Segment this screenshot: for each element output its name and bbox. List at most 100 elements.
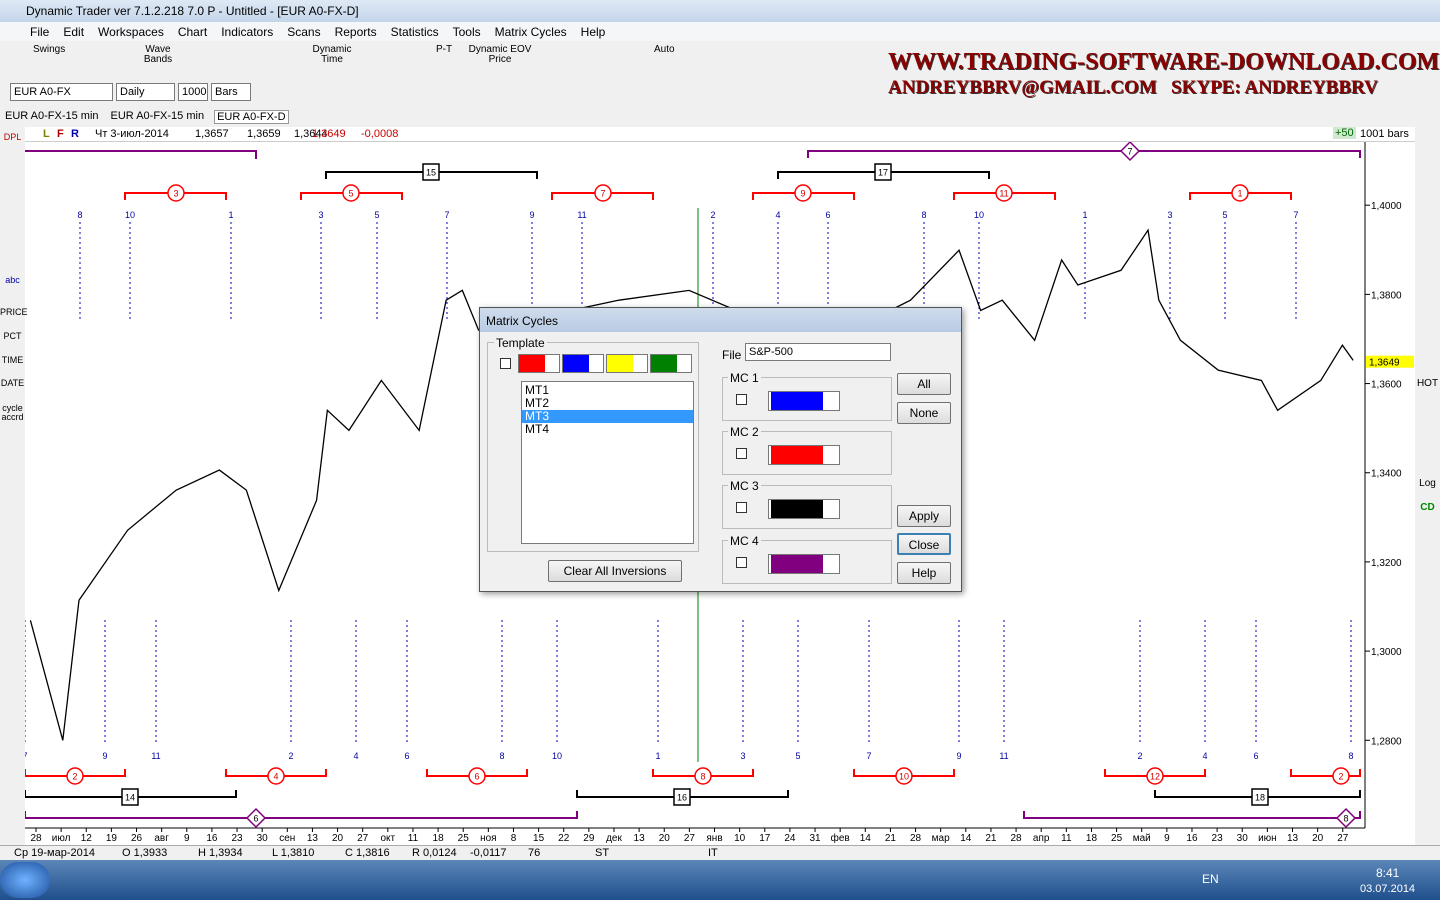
flag[interactable]: F — [57, 128, 64, 140]
mc-color[interactable] — [768, 499, 840, 519]
menu-item[interactable]: File — [30, 25, 50, 39]
tool[interactable]: PRICE — [0, 307, 28, 317]
x-tick-label: 9 — [184, 833, 190, 844]
color-combo[interactable] — [518, 354, 560, 373]
menu-item[interactable]: Indicators — [221, 25, 274, 39]
dialog-button[interactable]: Help — [897, 562, 951, 584]
mc-check[interactable] — [736, 557, 747, 568]
x-tick-label: 24 — [784, 833, 796, 844]
x-tick-label: 21 — [885, 833, 897, 844]
tool-label[interactable]: Dynamic Time — [312, 44, 352, 65]
dialog-button[interactable]: All — [897, 373, 951, 395]
menu-item[interactable]: Tools — [452, 25, 481, 39]
template-item[interactable]: MT3 — [522, 410, 693, 423]
cycle-count: 4 — [775, 210, 780, 220]
template-item[interactable]: MT4 — [525, 422, 549, 436]
mc-check[interactable] — [736, 502, 747, 513]
file-combo[interactable]: S&P-500 — [745, 343, 891, 361]
color-combo[interactable] — [562, 354, 604, 373]
chart-tab[interactable]: EUR A0-FX-15 min — [5, 110, 99, 122]
symbol-combo[interactable]: EUR A0-FX — [10, 83, 113, 101]
chart-tab[interactable]: EUR A0-FX-D — [214, 110, 289, 124]
menu-item[interactable]: Edit — [63, 25, 85, 39]
template-list: MT1 MT2 MT3 MT4 — [521, 381, 694, 544]
cycle-count: 8 — [921, 210, 926, 220]
template-item[interactable]: MT1 — [525, 383, 549, 397]
color-combo[interactable] — [606, 354, 648, 373]
x-tick-label: 14 — [860, 833, 872, 844]
bar-unit[interactable]: Bars — [211, 83, 251, 101]
clear-inversions-button[interactable]: Clear All Inversions — [548, 560, 682, 582]
mc-color[interactable] — [768, 391, 840, 411]
matrix-cycles-dialog: Matrix Cycles Template MT1 MT2 MT3 MT4 File… — [479, 307, 962, 592]
start-button[interactable] — [0, 862, 50, 898]
flag[interactable]: L — [43, 128, 50, 140]
mc-check[interactable] — [736, 394, 747, 405]
tool[interactable]: cycle accrd — [1, 403, 24, 422]
mc-group — [722, 540, 892, 584]
template-check[interactable] — [500, 358, 511, 369]
menu-item[interactable]: Matrix Cycles — [494, 25, 567, 39]
dialog-button[interactable]: Apply — [897, 505, 951, 527]
cycle-label: 7 — [1127, 147, 1132, 157]
mc-label: MC 4 — [728, 534, 761, 548]
x-tick-label: 9 — [1164, 833, 1170, 844]
language[interactable]: EN — [1202, 872, 1219, 886]
tool-label[interactable]: Swings — [33, 44, 66, 55]
dialog-button[interactable]: None — [897, 402, 951, 424]
template-item[interactable]: MT2 — [525, 396, 549, 410]
x-tick-label: апр — [1033, 833, 1050, 844]
tool[interactable]: TIME — [1, 355, 24, 365]
flag[interactable]: R — [71, 128, 79, 140]
y-tick-label: 1,2800 — [1371, 736, 1402, 747]
menu-item[interactable]: Help — [580, 25, 606, 39]
window-title: Dynamic Trader ver 7.1.2.218 7.0 P - Unt… — [26, 4, 359, 18]
cycle-bracket — [807, 150, 1361, 158]
tool-label[interactable]: P-T — [436, 44, 453, 55]
price-marker-label: 1,3649 — [1369, 358, 1400, 369]
period-combo[interactable]: Daily — [116, 83, 175, 101]
menu-item[interactable]: Scans — [287, 25, 321, 39]
tool[interactable]: DATE — [0, 378, 25, 388]
tool[interactable]: DPL — [3, 132, 22, 142]
dialog-button[interactable]: Close — [897, 533, 951, 555]
x-tick-label: 14 — [960, 833, 972, 844]
tool-label[interactable]: Wave Bands — [143, 44, 173, 65]
tool-label[interactable]: Dynamic EOV Price — [468, 44, 532, 65]
menu-item[interactable]: Workspaces — [98, 25, 164, 39]
cycle-bracket — [25, 150, 257, 159]
chart-tab[interactable]: EUR A0-FX-15 min — [110, 110, 205, 122]
cycle-badge — [342, 184, 360, 202]
status-field: H 1,3934 — [198, 847, 243, 859]
tool[interactable]: CD — [1420, 502, 1435, 513]
tool[interactable]: Log — [1419, 478, 1436, 489]
x-tick-label: 20 — [1312, 833, 1324, 844]
tool[interactable]: HOT — [1416, 378, 1439, 389]
cycle-count: 2 — [288, 751, 293, 761]
cycle-badge — [794, 184, 812, 202]
menu-item[interactable]: Reports — [334, 25, 377, 39]
y-tick-label: 1,3000 — [1371, 647, 1402, 658]
x-tick-label: 23 — [231, 833, 243, 844]
mc-color[interactable] — [768, 554, 840, 574]
mc-color[interactable] — [768, 445, 840, 465]
mc-check[interactable] — [736, 448, 747, 459]
tool-label[interactable]: Auto — [654, 44, 675, 55]
x-tick-label: 16 — [206, 833, 218, 844]
mc-label: MC 3 — [728, 479, 761, 493]
tool[interactable]: PCT — [3, 331, 22, 341]
cycle-count: 1 — [228, 210, 233, 220]
tool[interactable]: abc — [5, 275, 20, 285]
cycle-count: 10 — [974, 210, 984, 220]
color-combo[interactable] — [650, 354, 692, 373]
cycle-label: 6 — [253, 814, 258, 824]
template-label: Template — [494, 336, 547, 350]
bar-count[interactable]: 1000 — [178, 83, 208, 101]
x-tick-label: 16 — [1186, 833, 1198, 844]
cycle-label: 2 — [72, 772, 77, 782]
menu-item[interactable]: Chart — [177, 25, 208, 39]
info-value: 1,3649 — [312, 128, 346, 140]
menu-bar: File Edit Workspaces Chart Indicators Scans Re… — [0, 22, 1440, 41]
menu-item[interactable]: Statistics — [390, 25, 439, 39]
